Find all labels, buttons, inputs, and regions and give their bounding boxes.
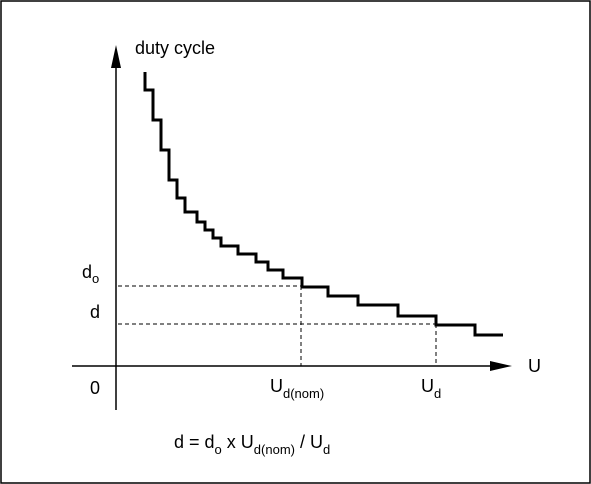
label-part: x U <box>222 432 254 452</box>
x-axis-label: U <box>528 356 541 376</box>
label-part: U <box>270 376 283 396</box>
y-axis-label: duty cycle <box>135 38 215 58</box>
guide-lines <box>118 285 437 366</box>
label-part: d <box>323 442 330 457</box>
staircase-curve <box>143 72 503 337</box>
origin-label: 0 <box>90 378 100 398</box>
label-part: / U <box>295 432 323 452</box>
y-label: do <box>82 262 99 286</box>
label-part: d = d <box>174 432 215 452</box>
label-part: o <box>215 442 222 457</box>
y-label: d <box>90 302 100 322</box>
label-part: d <box>434 386 441 401</box>
label-part: U <box>421 376 434 396</box>
label-part: d <box>82 262 92 282</box>
y-arrow <box>111 45 121 68</box>
label-part: d <box>90 302 100 322</box>
x-label: Ud <box>421 376 441 401</box>
x-arrow <box>490 361 512 371</box>
label-part: d(nom) <box>254 442 295 457</box>
x-label: Ud(nom) <box>270 376 324 401</box>
formula: d = do x Ud(nom) / Ud <box>174 432 330 457</box>
label-part: d(nom) <box>283 386 324 401</box>
label-part: o <box>92 271 99 286</box>
